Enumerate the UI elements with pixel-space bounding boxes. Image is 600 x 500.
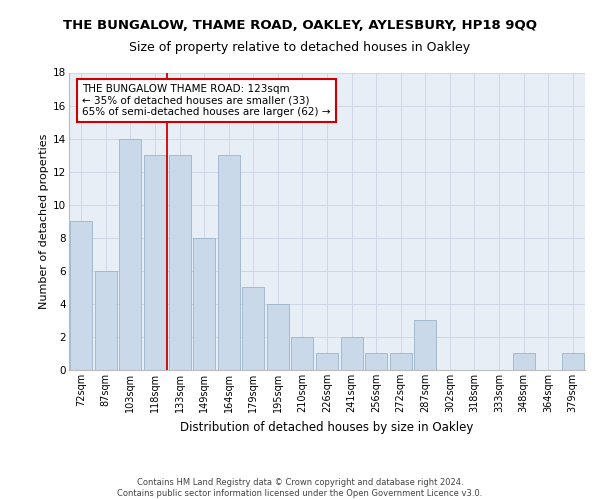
Bar	[414, 320, 436, 370]
Bar	[144, 155, 166, 370]
Text: THE BUNGALOW, THAME ROAD, OAKLEY, AYLESBURY, HP18 9QQ: THE BUNGALOW, THAME ROAD, OAKLEY, AYLESB…	[63, 19, 537, 32]
Y-axis label: Number of detached properties: Number of detached properties	[39, 134, 49, 309]
Bar	[218, 155, 240, 370]
Bar	[316, 354, 338, 370]
Bar	[365, 354, 387, 370]
Bar	[389, 354, 412, 370]
Bar	[169, 155, 191, 370]
Text: Size of property relative to detached houses in Oakley: Size of property relative to detached ho…	[130, 41, 470, 54]
Bar	[242, 288, 265, 370]
Bar	[562, 354, 584, 370]
Bar	[292, 337, 313, 370]
Bar	[119, 138, 142, 370]
Bar	[512, 354, 535, 370]
Bar	[95, 271, 117, 370]
Text: THE BUNGALOW THAME ROAD: 123sqm
← 35% of detached houses are smaller (33)
65% of: THE BUNGALOW THAME ROAD: 123sqm ← 35% of…	[82, 84, 331, 117]
X-axis label: Distribution of detached houses by size in Oakley: Distribution of detached houses by size …	[181, 420, 473, 434]
Text: Contains HM Land Registry data © Crown copyright and database right 2024.
Contai: Contains HM Land Registry data © Crown c…	[118, 478, 482, 498]
Bar	[267, 304, 289, 370]
Bar	[341, 337, 362, 370]
Bar	[70, 221, 92, 370]
Bar	[193, 238, 215, 370]
